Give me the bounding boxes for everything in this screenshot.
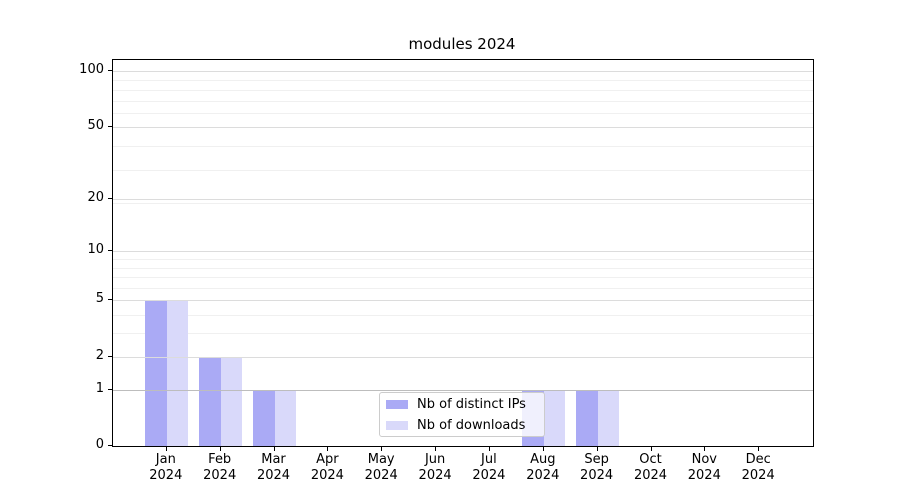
gridline-major — [113, 356, 813, 358]
gridline-minor — [113, 333, 813, 335]
x-tick-label: Feb 2024 — [203, 452, 237, 483]
x-tick-label: Jun 2024 — [418, 452, 452, 483]
gridline-major — [113, 251, 813, 253]
x-tick — [758, 446, 760, 451]
x-tick-label: Jan 2024 — [149, 452, 183, 483]
bar-downloads — [543, 389, 566, 446]
x-tick — [219, 446, 221, 451]
x-tick — [435, 446, 437, 451]
x-tick — [165, 446, 167, 451]
gridline-minor — [113, 80, 813, 82]
y-tick-label: 10 — [87, 242, 104, 258]
y-tick — [108, 299, 113, 301]
x-tick-label: Apr 2024 — [310, 452, 344, 483]
legend-row-distinct-ips: Nb of distinct IPs — [386, 395, 544, 413]
gridline-minor — [113, 100, 813, 102]
gridline-minor — [113, 287, 813, 289]
downloads-swatch — [386, 420, 408, 430]
gridline-minor — [113, 277, 813, 278]
y-tick — [108, 70, 113, 71]
y-tick — [108, 125, 113, 127]
x-tick — [488, 446, 490, 451]
gridline-minor — [113, 267, 813, 269]
x-tick — [650, 446, 652, 451]
bar-downloads — [597, 389, 620, 446]
gridline-minor — [113, 202, 813, 204]
gridline-major — [113, 389, 813, 391]
y-tick — [108, 445, 113, 446]
gridline-major — [113, 126, 813, 128]
gridline-major — [113, 300, 813, 302]
y-tick-label: 1 — [95, 380, 104, 396]
chart-title: modules 2024 — [408, 35, 516, 53]
x-tick-label: Nov 2024 — [687, 452, 721, 483]
x-tick-label: Mar 2024 — [256, 452, 291, 483]
x-tick — [542, 446, 544, 451]
y-tick — [108, 250, 113, 252]
gridline-minor — [113, 258, 813, 260]
gridline-major — [113, 71, 813, 72]
x-tick — [596, 446, 598, 451]
x-tick — [327, 446, 329, 451]
x-tick-label: Oct 2024 — [633, 452, 668, 483]
x-tick-label: Sep 2024 — [580, 452, 614, 483]
distinct-ips-swatch — [386, 399, 408, 409]
gridline-minor — [113, 89, 813, 91]
x-tick-label: May 2024 — [364, 452, 398, 483]
bar-distinct-ips — [199, 356, 221, 446]
bar-downloads — [274, 389, 296, 446]
gridline-minor — [113, 113, 813, 115]
x-tick-label: Aug 2024 — [526, 452, 560, 483]
y-tick-label: 50 — [87, 117, 104, 133]
legend: Nb of distinct IPs Nb of downloads — [379, 392, 545, 437]
gridline-minor — [113, 169, 813, 171]
gridline-minor — [113, 315, 813, 317]
bar-distinct-ips — [576, 389, 598, 446]
y-tick — [108, 355, 113, 357]
bar-downloads — [166, 300, 189, 446]
plot-area: Nb of distinct IPs Nb of downloads — [112, 59, 814, 447]
legend-label-distinct-ips: Nb of distinct IPs — [417, 396, 526, 412]
legend-label-downloads: Nb of downloads — [417, 417, 526, 433]
y-tick — [108, 197, 113, 199]
x-tick — [273, 446, 275, 451]
y-tick — [108, 388, 113, 390]
gridline-minor — [113, 146, 813, 148]
legend-row-downloads: Nb of downloads — [386, 416, 544, 434]
x-tick — [381, 446, 383, 451]
bar-distinct-ips — [145, 300, 167, 446]
y-tick-label: 100 — [79, 62, 104, 77]
y-tick-label: 0 — [95, 437, 104, 452]
y-tick-label: 2 — [95, 347, 104, 363]
y-tick-label: 20 — [87, 189, 104, 205]
x-tick-label: Jul 2024 — [472, 452, 506, 483]
gridline-major — [113, 198, 813, 200]
bar-downloads — [220, 356, 243, 446]
x-tick-label: Dec 2024 — [741, 452, 775, 483]
x-tick — [704, 446, 706, 451]
y-tick-label: 5 — [95, 291, 104, 307]
bar-distinct-ips — [253, 389, 275, 446]
